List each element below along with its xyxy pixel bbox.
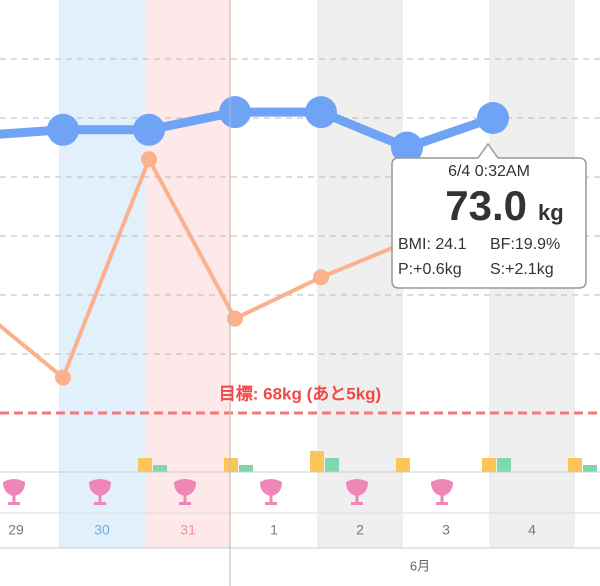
tooltip-bf: BF:19.9% bbox=[490, 236, 560, 253]
activity-bar bbox=[497, 458, 511, 472]
x-tick-label: 3 bbox=[442, 522, 450, 538]
series-line bbox=[0, 157, 408, 380]
drink-icons bbox=[3, 479, 453, 505]
activity-bar bbox=[310, 451, 324, 472]
x-tick-label: 4 bbox=[528, 522, 536, 538]
tooltip-date: 6/4 0:32AM bbox=[448, 163, 530, 180]
activity-bar bbox=[583, 465, 597, 472]
series-point bbox=[477, 102, 509, 134]
x-tick-label: 1 bbox=[270, 522, 278, 538]
activity-bar bbox=[568, 458, 582, 472]
tooltip-p: P:+0.6kg bbox=[398, 261, 462, 278]
series-point bbox=[47, 113, 79, 146]
series-point bbox=[313, 269, 329, 286]
activity-bar bbox=[239, 465, 253, 472]
series-point bbox=[227, 310, 243, 327]
month-label: 6月 bbox=[410, 558, 430, 573]
x-tick-label: 29 bbox=[8, 522, 24, 538]
activity-bar bbox=[482, 458, 496, 472]
series-point bbox=[219, 96, 251, 129]
activity-bar bbox=[224, 458, 238, 472]
series-point bbox=[141, 151, 157, 168]
x-tick-label: 2 bbox=[356, 522, 364, 538]
series-point bbox=[133, 113, 165, 146]
activity-bar bbox=[153, 465, 167, 472]
goal-label: 目標: 68kg (あと5kg) bbox=[219, 383, 381, 403]
activity-bar bbox=[138, 458, 152, 472]
activity-bar bbox=[396, 458, 410, 472]
x-tick-label: 30 bbox=[94, 522, 110, 538]
tooltip-weight: 73.0 bbox=[445, 182, 527, 229]
tooltip-unit: kg bbox=[538, 200, 564, 225]
series-point bbox=[305, 96, 337, 129]
tooltip: 6/4 0:32AM 73.0 kg BMI: 24.1 BF:19.9% P:… bbox=[391, 142, 587, 289]
series-point bbox=[55, 369, 71, 386]
tooltip-box bbox=[391, 142, 587, 289]
x-tick-label: 31 bbox=[180, 522, 196, 538]
day-band bbox=[145, 0, 231, 548]
tooltip-s: S:+2.1kg bbox=[490, 261, 554, 278]
tooltip-bmi: BMI: 24.1 bbox=[398, 236, 467, 253]
series-point bbox=[391, 131, 423, 164]
activity-bar bbox=[325, 458, 339, 472]
